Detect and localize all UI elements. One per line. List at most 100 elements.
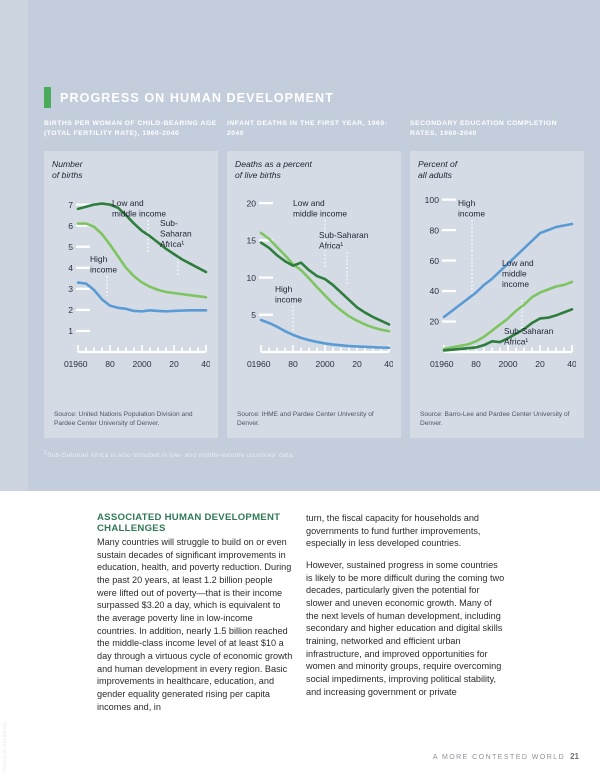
svg-text:income: income [275,295,302,305]
article-column-right: turn, the fiscal capacity for households… [306,512,505,698]
svg-text:80: 80 [471,359,481,369]
chart-column-fertility: BIRTHS PER WOMAN OF CHILD-BEARING AGE (T… [44,119,218,438]
chart-axis-caption: Number of births [52,159,83,180]
svg-text:20: 20 [169,359,179,369]
svg-text:Africa¹: Africa¹ [319,241,343,251]
panel-header: PROGRESS ON HUMAN DEVELOPMENT [44,87,334,108]
header-accent-bar [44,87,51,108]
chart-axis-caption: Percent of all adults [418,159,458,180]
svg-text:4: 4 [68,263,73,273]
svg-text:middle income: middle income [112,209,166,219]
y-axis-ticks: 5 10 15 20 [246,198,273,320]
svg-text:Sub-Saharan: Sub-Saharan [319,230,369,240]
svg-text:0: 0 [430,359,435,369]
chart-axis-caption: Deaths as a percent of live births [235,159,312,180]
chart-column-education: SECONDARY EDUCATION COMPLETION RATES, 19… [410,119,584,438]
chart-column-infant-deaths: INFANT DEATHS IN THE FIRST YEAR, 1960-20… [227,119,401,438]
svg-text:middle: middle [502,269,527,279]
article-body: ASSOCIATED HUMAN DEVELOPMENT CHALLENGES … [0,491,600,776]
svg-text:middle income: middle income [293,209,347,219]
footer-title: A MORE CONTESTED WORLD [432,754,566,761]
paragraph: Many countries will struggle to build on… [97,537,293,712]
svg-text:1960: 1960 [68,359,87,369]
x-axis-ticks: 1960 80 2000 20 40 0 [247,345,393,369]
svg-text:1960: 1960 [251,359,270,369]
svg-text:Low and: Low and [502,258,534,268]
section-heading: ASSOCIATED HUMAN DEVELOPMENT CHALLENGES [97,512,281,534]
page-footer: A MORE CONTESTED WORLD 21 [433,752,579,761]
svg-text:2000: 2000 [315,359,334,369]
left-gutter-stripe [0,0,28,491]
svg-text:High: High [275,284,293,294]
svg-text:Sub-Saharan: Sub-Saharan [504,326,554,336]
paragraph: However, sustained progress in some coun… [306,560,505,697]
svg-text:40: 40 [567,359,576,369]
svg-text:2000: 2000 [132,359,151,369]
svg-text:income: income [458,209,485,219]
y-axis-ticks: 20 40 60 80 100 [425,195,456,327]
svg-text:Africa¹: Africa¹ [160,239,184,249]
svg-text:40: 40 [201,359,210,369]
svg-text:7: 7 [68,200,73,210]
side-credit: Tommy M. Pangilinan [2,722,7,772]
footnote-marker: 1 [44,450,48,456]
svg-text:5: 5 [251,310,256,320]
svg-text:1960: 1960 [434,359,453,369]
svg-text:20: 20 [246,198,256,208]
chart-source-note: Source: United Nations Population Divisi… [54,410,193,428]
svg-text:5: 5 [68,242,73,252]
chart-plot-area: 20 40 60 80 100 1960 80 2000 20 40 0 High income Lo… [418,184,576,380]
y-axis-ticks: 1 2 3 4 5 6 7 [68,200,90,336]
svg-text:6: 6 [68,221,73,231]
svg-text:Sub-: Sub- [160,218,178,228]
annotation-leader-lines [292,220,348,332]
chart-card: Number of births 1 2 3 4 5 6 7 1960 80 2000 20 40 0 [44,151,218,438]
svg-text:60: 60 [429,256,439,266]
chart-title: BIRTHS PER WOMAN OF CHILD-BEARING AGE (T… [44,120,217,137]
svg-text:20: 20 [429,317,439,327]
svg-text:2: 2 [68,305,73,315]
svg-text:Saharan: Saharan [160,229,192,239]
chart-title: SECONDARY EDUCATION COMPLETION RATES, 19… [410,120,558,137]
svg-text:Africa¹: Africa¹ [504,337,528,347]
svg-text:income: income [502,279,529,289]
svg-text:High: High [90,254,108,264]
chart-series-lines [442,222,574,352]
x-axis-ticks: 1960 80 2000 20 40 0 [430,345,576,369]
svg-text:income: income [90,265,117,275]
footnote-text: Sub-Saharan Africa is also included in l… [47,452,295,460]
annotation-leader-lines [106,220,179,296]
svg-text:20: 20 [535,359,545,369]
svg-text:40: 40 [429,286,439,296]
chart-title: INFANT DEATHS IN THE FIRST YEAR, 1960-20… [227,120,388,137]
chart-series-lines [259,231,391,349]
chart-card: Deaths as a percent of live births 5 10 15 2… [227,151,401,438]
chart-plot-area: 1 2 3 4 5 6 7 1960 80 2000 20 40 0 High income Low an… [52,184,210,380]
chart-source-note: Source: IHME and Pardee Center Universit… [237,410,374,428]
article-column-left: ASSOCIATED HUMAN DEVELOPMENT CHALLENGES … [97,512,293,713]
chart-series-lines [76,202,208,313]
svg-text:15: 15 [246,236,256,246]
charts-row: BIRTHS PER WOMAN OF CHILD-BEARING AGE (T… [44,119,586,438]
svg-text:20: 20 [352,359,362,369]
svg-text:2000: 2000 [498,359,517,369]
panel-footnote: 1Sub-Saharan Africa is also included in … [44,450,295,459]
paragraph: turn, the fiscal capacity for households… [306,513,481,549]
svg-text:80: 80 [429,225,439,235]
svg-text:10: 10 [246,273,256,283]
svg-text:Low and: Low and [293,198,325,208]
svg-text:80: 80 [105,359,115,369]
page-title: PROGRESS ON HUMAN DEVELOPMENT [60,90,334,105]
infographic-panel: PROGRESS ON HUMAN DEVELOPMENT BIRTHS PER… [28,0,600,491]
svg-text:High: High [458,198,476,208]
page-number: 21 [570,752,579,761]
svg-text:Low and: Low and [112,198,144,208]
chart-plot-area: 5 10 15 20 1960 80 2000 20 40 0 High income Low an… [235,184,393,380]
svg-text:0: 0 [64,359,69,369]
